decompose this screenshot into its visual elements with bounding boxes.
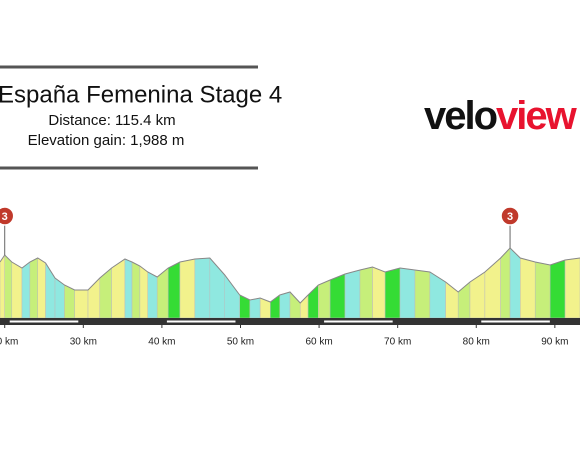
gradient-segment (500, 247, 511, 319)
gradient-segment (29, 257, 38, 319)
x-tick-label: 80 km (463, 337, 490, 348)
x-tick-label: 20 km (0, 337, 18, 348)
profile-line (0, 247, 580, 304)
gradient-segment (564, 257, 580, 319)
climb-marker (0, 206, 15, 226)
gradient-segment (11, 261, 23, 319)
gradient-segment (147, 271, 158, 319)
gradient-segment (520, 257, 536, 319)
x-tick-label: 70 km (384, 337, 411, 348)
gradient-segment (74, 289, 89, 319)
x-tick-label: 60 km (305, 337, 332, 348)
x-tick-label: 50 km (227, 337, 254, 348)
gradient-segment (279, 291, 291, 319)
gradient-segment (167, 261, 181, 319)
climb-category: 3 (2, 211, 8, 223)
chart-title: España Femenina Stage 4 (0, 81, 282, 108)
gradient-segment (359, 266, 373, 319)
gradient-segment (509, 247, 521, 319)
x-tick-label: 40 km (148, 337, 175, 348)
distance: Distance: 115.4 km (48, 112, 175, 129)
climb-category: 3 (507, 211, 513, 223)
gradient-segment (414, 269, 431, 319)
logo-part: velo (424, 94, 497, 138)
x-tick-label: 30 km (70, 337, 97, 348)
logo: veloview (424, 94, 578, 138)
gradient-segment (111, 258, 126, 319)
gradient-segment (372, 266, 386, 319)
climb-marker (500, 206, 520, 226)
plot: 20 km 30 km 40 km 50 km 60 km 70 km 80 km 90 km… (0, 206, 580, 348)
gradient-segment (139, 265, 149, 319)
gradient-segment (21, 261, 31, 319)
gradient-segment (64, 284, 75, 319)
gradient-segment (399, 267, 416, 319)
x-tick-label: 90 km (541, 337, 568, 348)
gradient-segment (179, 258, 196, 319)
gradient-segment (4, 254, 13, 319)
logo-part: view (496, 94, 578, 138)
gradient-segment (384, 267, 401, 319)
gradient-segment (318, 279, 331, 319)
elevation-gain: Elevation gain: 1,988 m (28, 132, 185, 149)
gradient-segment (549, 259, 566, 319)
gradient-segment (194, 257, 211, 319)
gradient-segment (124, 258, 133, 319)
distance-bar (0, 318, 580, 325)
gradient-segment (37, 257, 46, 319)
gradient-segment (0, 254, 5, 319)
gradient-segment (329, 273, 346, 319)
gradient-segment (344, 269, 361, 319)
gradient-segment (534, 261, 551, 319)
gradient-segment (131, 261, 141, 319)
gradient-segment (249, 297, 261, 319)
